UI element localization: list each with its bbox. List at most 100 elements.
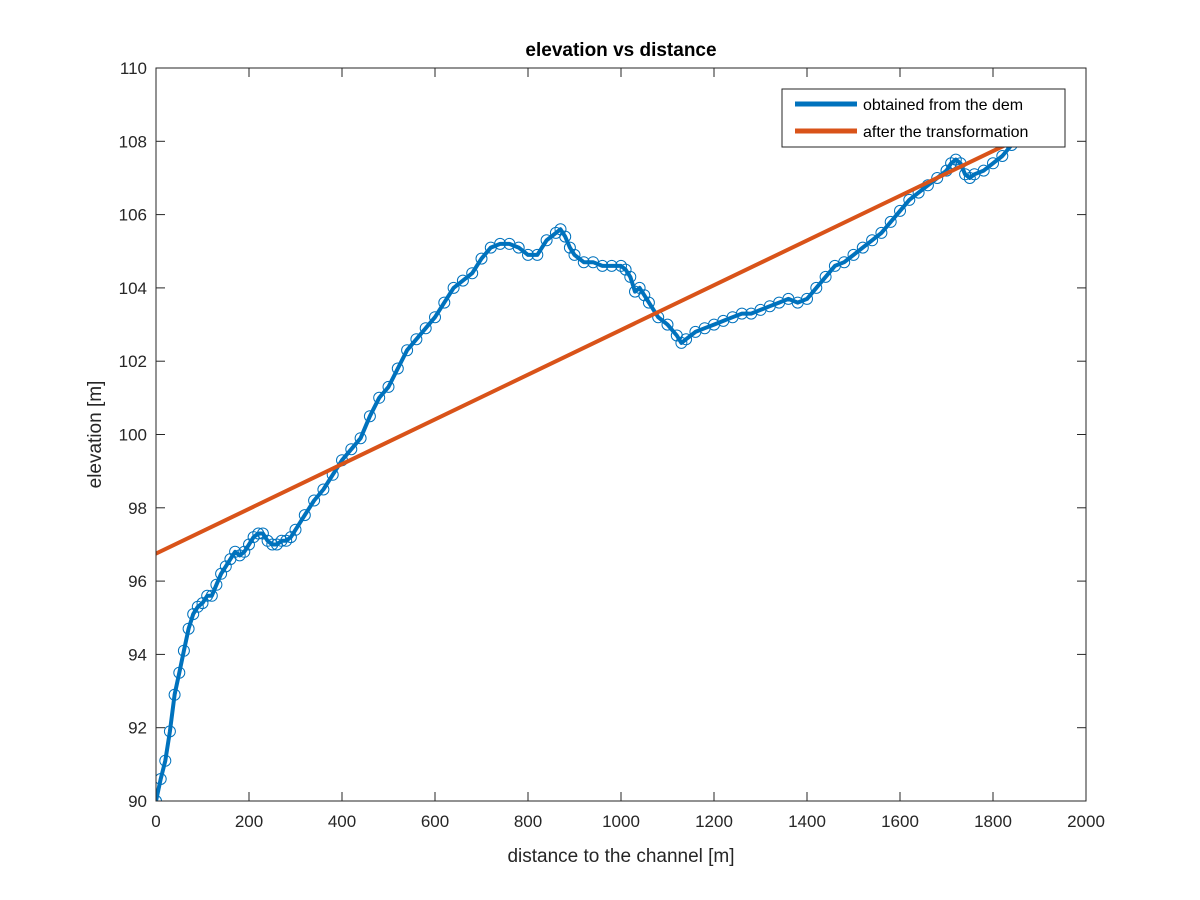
data-point [996,150,1009,162]
data-point [810,281,823,294]
data-point [894,204,906,217]
data-point [638,289,651,302]
y-axis-label: elevation [m] [85,381,106,489]
data-point [977,164,990,177]
data-point [354,432,367,445]
data-point [163,725,176,738]
data-point [819,270,832,283]
data-point [317,483,330,496]
legend: obtained from the dem after the transfor… [781,88,1066,148]
x-tick-label: 1600 [881,812,919,831]
data-point [345,443,358,456]
data-point [229,545,242,558]
data-point [475,252,488,265]
data-point [401,344,414,357]
data-point [382,380,395,393]
data-point [735,307,748,320]
data-point [512,241,525,254]
axes-layer: 0 200 400 600 800 1000 1200 1400 1600 1800 2000 90 9… [119,59,1105,831]
data-point [963,172,976,184]
data-point [298,509,311,522]
data-point [159,754,172,767]
legend-label-dem: obtained from the dem [863,97,1023,114]
legend-label-transformation: after the transformation [863,124,1028,141]
data-point [373,391,386,404]
data-point [243,538,255,551]
y-tick-label: 90 [128,792,147,811]
y-tick-label: 102 [119,352,147,371]
y-tick-label: 104 [119,279,147,298]
data-point [577,256,590,269]
data-point [289,523,302,536]
y-tick-label: 108 [119,132,147,151]
x-tick-label: 200 [235,812,263,831]
data-point [605,259,618,272]
plot-area [156,68,1086,801]
data-point [284,531,297,544]
data-point [522,248,534,261]
data-point [642,296,655,309]
x-tick-label: 1800 [974,812,1012,831]
x-tick-label: 1400 [788,812,826,831]
data-point [182,622,195,635]
x-tick-label: 1000 [602,812,640,831]
data-point [838,256,851,269]
data-point [540,234,553,247]
data-point [447,281,460,294]
data-point [456,274,469,287]
legend-box [781,88,1066,148]
x-tick-label: 1200 [695,812,733,831]
data-point [466,267,479,280]
x-tick-label: 0 [151,812,160,831]
data-point [615,259,627,272]
y-tick-label: 106 [119,206,147,225]
data-point [801,292,813,305]
data-point [680,333,693,346]
data-point [410,333,423,346]
y-tick-label: 96 [128,572,147,591]
y-tick-label: 98 [128,499,147,518]
y-tick-label: 110 [120,59,147,78]
data-point [391,362,404,375]
data-point [884,215,897,228]
data-point [201,589,214,602]
data-point [531,248,544,261]
data-point [219,560,232,573]
data-point [187,608,200,621]
chart-title: elevation vs distance [525,40,716,61]
data-point [931,172,944,184]
data-point [429,311,441,324]
x-tick-label: 800 [514,812,542,831]
data-point [210,578,223,591]
y-tick-label: 94 [128,645,147,664]
series-layer [156,131,1027,801]
data-point [559,230,572,243]
data-point [987,157,999,170]
data-point [866,234,879,247]
y-tick-label: 92 [128,719,147,738]
data-point [308,494,321,507]
data-point [563,241,576,254]
y-tick-label: 100 [119,426,147,445]
data-point [233,549,246,562]
data-point [661,318,674,331]
x-tick-label: 400 [328,812,356,831]
data-point [177,644,190,657]
data-point [596,259,609,272]
data-point [363,410,376,423]
data-point [168,688,181,701]
x-tick-label: 2000 [1067,812,1105,831]
data-point [252,527,265,540]
data-point [419,322,432,335]
data-point [856,241,869,254]
data-point [903,193,916,206]
x-tick-label: 600 [421,812,449,831]
data-point [875,226,888,239]
data-point [847,248,860,261]
data-point [568,248,581,261]
data-point [156,773,167,785]
data-point [494,237,507,250]
x-axis-label: distance to the channel [m] [507,846,734,867]
